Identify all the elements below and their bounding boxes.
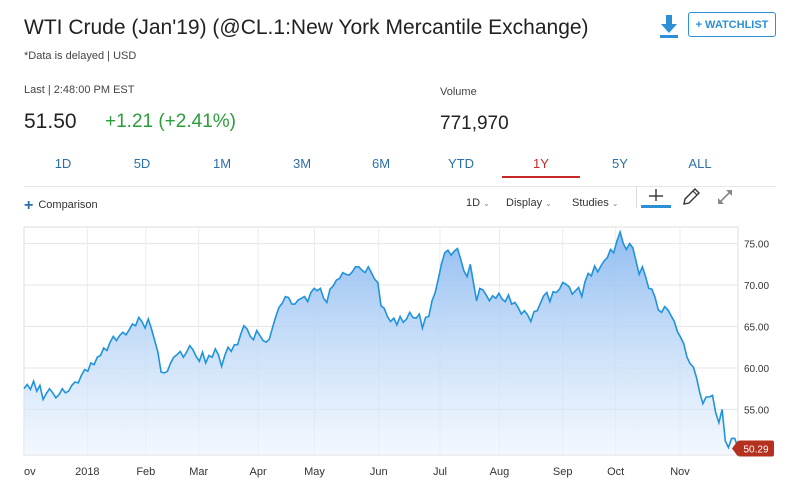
chevron-down-icon: ⌄: [483, 199, 490, 208]
x-tick-label: Oct: [607, 466, 624, 478]
studies-label: Studies: [572, 197, 609, 209]
tab-5d[interactable]: 5D: [133, 156, 151, 171]
tab-5y[interactable]: 5Y: [612, 156, 628, 171]
tab-6m[interactable]: 6M: [371, 156, 391, 171]
chevron-down-icon: ⌄: [611, 199, 619, 208]
interval-dropdown[interactable]: 1D ⌄: [466, 197, 490, 209]
price-line: [23, 229, 739, 450]
y-tick-label: 55.00: [744, 405, 769, 416]
toolbar-divider: [24, 186, 776, 187]
last-value-badge: [738, 440, 774, 457]
x-tick-label: Apr: [249, 466, 266, 478]
last-price: 51.50: [24, 110, 77, 133]
x-tick-label: Aug: [490, 466, 510, 478]
download-icon[interactable]: [657, 13, 681, 39]
y-tick-label: 70.00: [744, 281, 769, 292]
tab-1y[interactable]: 1Y: [502, 152, 580, 178]
y-tick-label: 60.00: [744, 364, 769, 375]
last-value-label: 50.29: [743, 444, 768, 455]
x-tick-label: Sep: [553, 466, 573, 478]
studies-dropdown[interactable]: Studies ⌄: [572, 197, 618, 209]
price-area: [24, 232, 738, 455]
chevron-down-icon: ⌄: [545, 199, 552, 208]
x-tick-label: Feb: [136, 466, 155, 478]
x-tick-label: ov: [24, 466, 36, 478]
pencil-icon[interactable]: [680, 186, 702, 208]
last-value-pointer: [732, 440, 738, 457]
interval-label: 1D: [466, 197, 481, 209]
data-delay-note: *Data is delayed | USD: [24, 50, 137, 62]
crosshair-icon[interactable]: [641, 186, 671, 208]
comparison-button[interactable]: + Comparison: [24, 197, 98, 215]
expand-icon[interactable]: [714, 186, 736, 208]
display-dropdown[interactable]: Display ⌄: [506, 197, 552, 209]
x-tick-label: Mar: [189, 466, 208, 478]
last-trade-label: Last | 2:48:00 PM EST: [24, 84, 135, 96]
y-tick-label: 65.00: [744, 322, 769, 333]
price-chart[interactable]: 75.00 70.00 65.00 60.00 55.00 ov 2018 Feb Mar Ap…: [0, 222, 786, 497]
tab-1m[interactable]: 1M: [212, 156, 232, 171]
x-tick-label: Nov: [670, 466, 690, 478]
tab-3m[interactable]: 3M: [292, 156, 312, 171]
comparison-label: Comparison: [38, 199, 98, 211]
tool-separator: [636, 186, 637, 208]
tab-1d[interactable]: 1D: [54, 156, 72, 171]
add-to-watchlist-button[interactable]: + WATCHLIST: [688, 12, 776, 37]
price-change: +1.21 (+2.41%): [105, 111, 236, 132]
display-label: Display: [506, 197, 543, 209]
volume-value: 771,970: [440, 113, 509, 134]
y-tick-label: 75.00: [744, 240, 769, 251]
x-tick-label: 2018: [75, 466, 99, 478]
tab-ytd[interactable]: YTD: [448, 156, 474, 171]
time-range-tabs: 1D 5D 1M 3M 6M YTD 1Y 5Y ALL: [24, 152, 740, 178]
tab-all[interactable]: ALL: [688, 156, 712, 171]
x-tick-label: Jul: [433, 466, 447, 478]
x-tick-label: May: [304, 466, 325, 478]
x-tick-label: Jun: [370, 466, 388, 478]
plus-icon: +: [24, 197, 34, 214]
page-title: WTI Crude (Jan'19) (@CL.1:New York Merca…: [24, 16, 589, 39]
volume-label: Volume: [440, 86, 477, 98]
